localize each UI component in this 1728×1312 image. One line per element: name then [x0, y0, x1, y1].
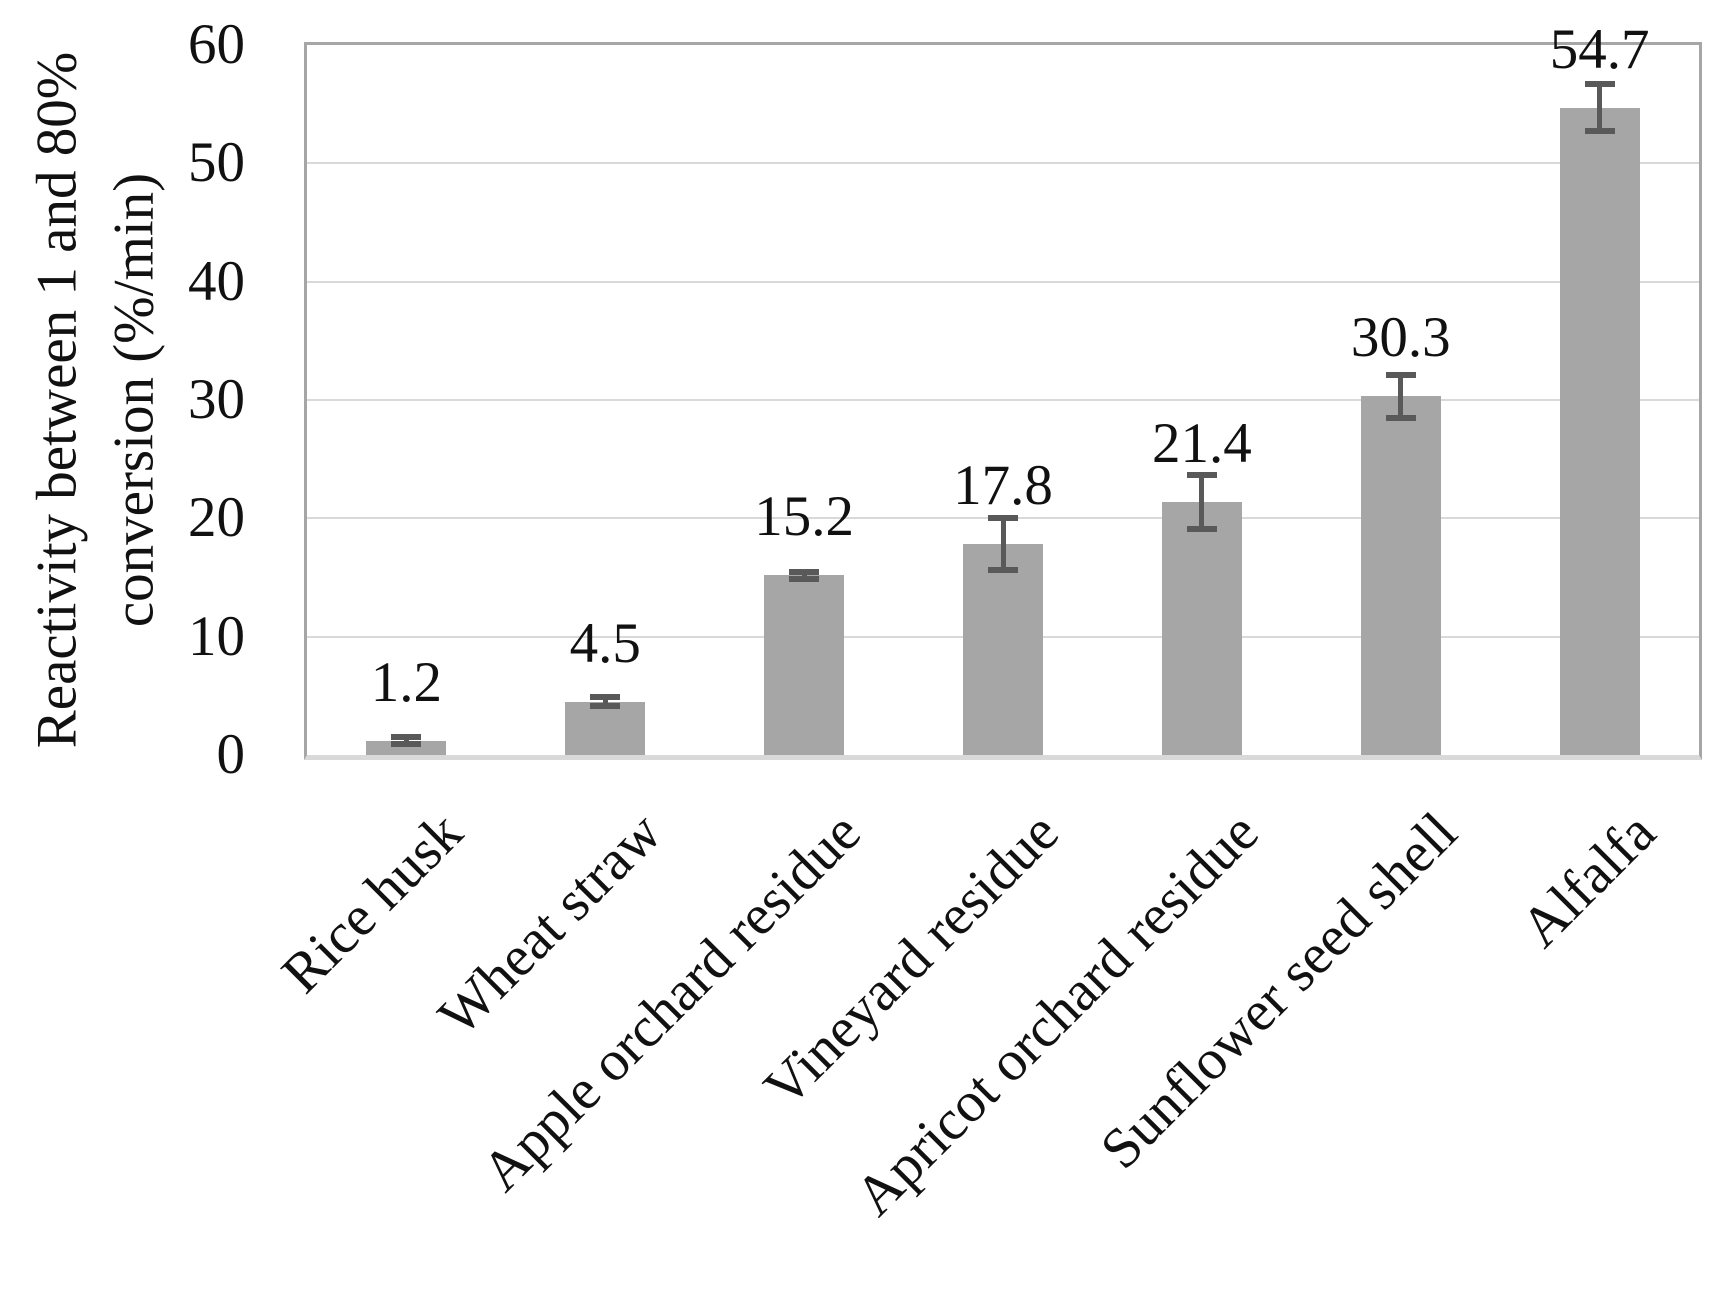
- error-bar-line: [1398, 375, 1404, 418]
- error-bar-cap-top: [789, 568, 820, 575]
- y-tick-label: 20: [188, 486, 245, 550]
- error-bar-cap-bottom: [1186, 525, 1217, 532]
- error-bar-cap-top: [590, 694, 621, 701]
- error-bar-line: [1199, 474, 1205, 529]
- error-bar-cap-top: [1584, 81, 1615, 88]
- x-category-label: Rice husk: [269, 800, 475, 1006]
- error-bar-cap-bottom: [988, 567, 1018, 574]
- error-bar-cap-top: [988, 515, 1018, 522]
- bar-data-label: 4.5: [569, 611, 641, 675]
- x-category-label: Apple orchard residue: [469, 800, 873, 1204]
- error-bar-cap-top: [1186, 471, 1217, 478]
- bar-data-label: 15.2: [754, 485, 855, 549]
- gridline: [307, 162, 1699, 165]
- bar-data-label: 1.2: [370, 650, 443, 714]
- x-category-label: Sunflower seed shell: [1088, 800, 1469, 1181]
- error-bar-cap-bottom: [789, 575, 820, 582]
- bar: [565, 701, 646, 755]
- y-tick-label: 60: [188, 13, 245, 76]
- bar-data-label: 30.3: [1350, 306, 1451, 370]
- bar: [366, 740, 447, 755]
- error-bar-cap-bottom: [1385, 414, 1416, 421]
- bar: [1360, 396, 1441, 755]
- error-bar-cap-top: [1385, 372, 1416, 379]
- y-tick-label: 50: [188, 131, 245, 195]
- plot-area: 1.2 4.5 15.2 17.8 21.4 30.3 54.7: [304, 21, 1702, 760]
- bar-data-label: 17.8: [953, 454, 1053, 518]
- y-tick-label: 0: [216, 723, 246, 786]
- gridline: [307, 280, 1699, 283]
- x-category-label: Alfalfa: [1509, 800, 1668, 960]
- error-bar-line: [1000, 518, 1006, 571]
- y-tick-label: 40: [188, 249, 245, 313]
- error-bar-line: [403, 737, 409, 745]
- bar-data-label: 54.7: [1549, 17, 1650, 81]
- bar: [764, 575, 845, 755]
- bar: [1161, 501, 1242, 755]
- gridline: [307, 399, 1699, 401]
- error-bar-cap-bottom: [391, 741, 422, 748]
- y-tick-label: 30: [188, 368, 245, 431]
- bar: [963, 544, 1043, 755]
- error-bar-line: [602, 697, 608, 707]
- error-bar-cap-bottom: [590, 703, 621, 710]
- error-bar-cap-bottom: [1584, 128, 1615, 135]
- error-bar-line: [801, 571, 807, 579]
- y-tick-label: 10: [188, 604, 245, 668]
- error-bar-cap-top: [391, 734, 422, 741]
- error-bar-line: [1597, 84, 1603, 132]
- x-category-label: Apricot orchard residue: [842, 800, 1270, 1228]
- bar: [1559, 107, 1640, 755]
- y-axis-title-line-1: Reactivity between 1 and 80%: [25, 51, 89, 749]
- bar-data-label: 21.4: [1151, 411, 1252, 475]
